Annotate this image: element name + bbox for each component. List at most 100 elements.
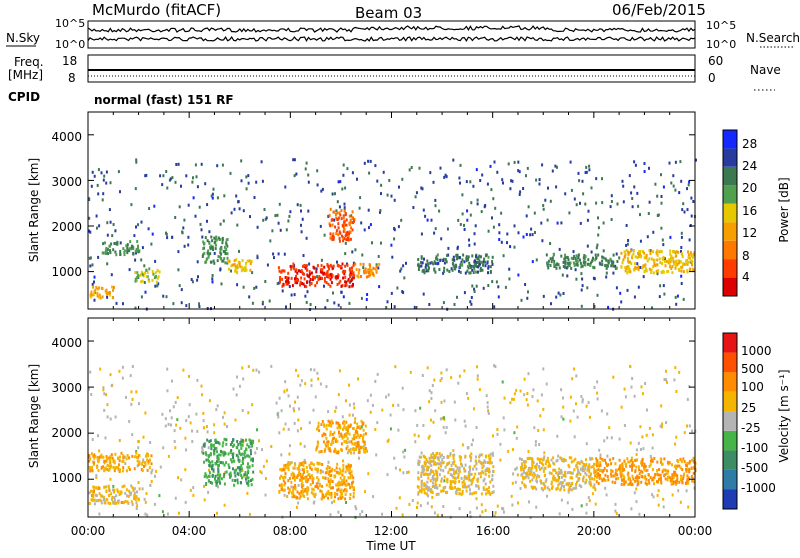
vel-cells-cell [351, 437, 354, 441]
power-cells-cell [356, 177, 358, 181]
power-cells-cell [513, 245, 516, 249]
vel-cells-cell [280, 488, 283, 491]
vel-cells-cell [280, 453, 283, 457]
vel-cells-cell [475, 426, 478, 429]
vel-cells-cell [347, 425, 350, 429]
power-cells-cell [643, 256, 646, 260]
power-cells-cell [331, 274, 334, 278]
vel-cells-cell [220, 477, 223, 481]
power-cells-cell [649, 249, 652, 252]
vel-cells-cell [312, 463, 315, 467]
power-cells-cell [491, 255, 494, 259]
vel-cells-cell [539, 414, 542, 418]
vel-cells-cell [417, 477, 420, 481]
power-cells-cell [575, 203, 578, 207]
power-cells-cell [489, 265, 492, 269]
vel-cells-cell [144, 463, 147, 467]
vel-cells-cell [122, 501, 125, 505]
vel-cells-cell [264, 477, 267, 480]
power-cells-cell [328, 222, 331, 226]
vel-cells-cell [336, 426, 339, 430]
power-cells-cell [602, 256, 605, 260]
vel-cells-cell [109, 502, 112, 505]
vel-cells-cell [690, 466, 693, 470]
power-cells-cell [106, 295, 109, 299]
vel-cells-cell [536, 462, 538, 466]
velocity-panel-frame [87, 317, 696, 518]
power-cells-cell [489, 271, 492, 274]
vel-cells-cell [476, 479, 479, 483]
vel-cells-cell [334, 409, 337, 413]
power-cells-cell [351, 228, 354, 232]
power-cells-cell [211, 196, 214, 200]
power-cells-cell [541, 239, 544, 243]
power-cells-cell [619, 291, 622, 295]
vel-cells-cell [303, 470, 305, 474]
vel-cells-cell [630, 456, 633, 460]
power-cells-cell [367, 159, 370, 163]
vel-cells-cell [465, 485, 468, 489]
power-cells-cell [153, 204, 156, 208]
power-cells-cell [342, 226, 345, 230]
vel-cells-cell [449, 473, 452, 476]
vel-cells-cell [491, 451, 494, 455]
power-cells-cell [627, 256, 629, 260]
vel-cells-cell [661, 462, 663, 466]
vel-cells-cell [648, 426, 651, 430]
vel-cells-cell [321, 495, 324, 499]
vel-cells-cell [239, 443, 242, 447]
vel-cells-cell [314, 492, 317, 496]
power-cells-cell [238, 207, 241, 211]
vel-cells-cell [325, 493, 327, 497]
vel-cells-cell [293, 476, 296, 480]
power-cb-tick-16: 16 [742, 204, 757, 218]
vel-cells-cell [560, 388, 563, 392]
vel-cells-cell [229, 458, 232, 462]
vel-cells-cell [118, 439, 121, 442]
power-cells-cell [323, 265, 326, 269]
vel-cells-cell [513, 392, 516, 396]
vel-cells-cell [130, 500, 133, 504]
vel-cells-cell [666, 478, 669, 482]
power-cells-cell [340, 284, 343, 288]
power-cells-cell [434, 227, 437, 231]
vel-cells-cell [446, 454, 449, 458]
vel-cells-cell [519, 487, 522, 490]
vel-cells-cell [639, 448, 642, 451]
power-cells-cell [292, 158, 295, 162]
vel-cells-cell [467, 446, 470, 450]
power-cells-cell [681, 252, 683, 256]
power-cells-cell [456, 257, 458, 261]
power-cells-cell [572, 257, 575, 261]
vel-cells-cell [550, 472, 553, 475]
power-cells-cell [625, 267, 628, 271]
vel-cells-cell [627, 460, 630, 464]
vel-cells-cell [656, 469, 659, 472]
vel-cells-cell [488, 461, 491, 465]
power-cells-cell [209, 252, 212, 256]
vel-cells-cell [300, 491, 303, 495]
power-cells-cell [670, 267, 673, 271]
vel-cells-cell [672, 476, 675, 479]
vel-cells-cell [423, 484, 426, 488]
power-cells-cell [345, 223, 348, 227]
power-cells-cell [256, 256, 259, 260]
vel-cells-cell [454, 486, 456, 489]
vel-cells-cell [470, 482, 473, 486]
power-cells-cell [319, 270, 322, 274]
power-cells-cell [683, 263, 686, 266]
power-cells-cell [435, 255, 438, 259]
vel-cells-cell [645, 482, 648, 486]
power-cells-cell [294, 277, 296, 281]
power-cells-cell [345, 231, 348, 235]
power-cells-cell [439, 166, 442, 170]
power-cells-cell [484, 264, 487, 268]
power-cells-cell [681, 265, 684, 269]
vel-cells-cell [130, 402, 133, 406]
vel-cells-cell [566, 501, 569, 505]
power-cells-cell [156, 276, 159, 280]
vel-cells-cell [560, 469, 563, 472]
vel-cells-cell [345, 420, 348, 424]
vel-cells-cell [461, 490, 464, 493]
vel-cb-tick-neg500: -500 [741, 461, 768, 475]
